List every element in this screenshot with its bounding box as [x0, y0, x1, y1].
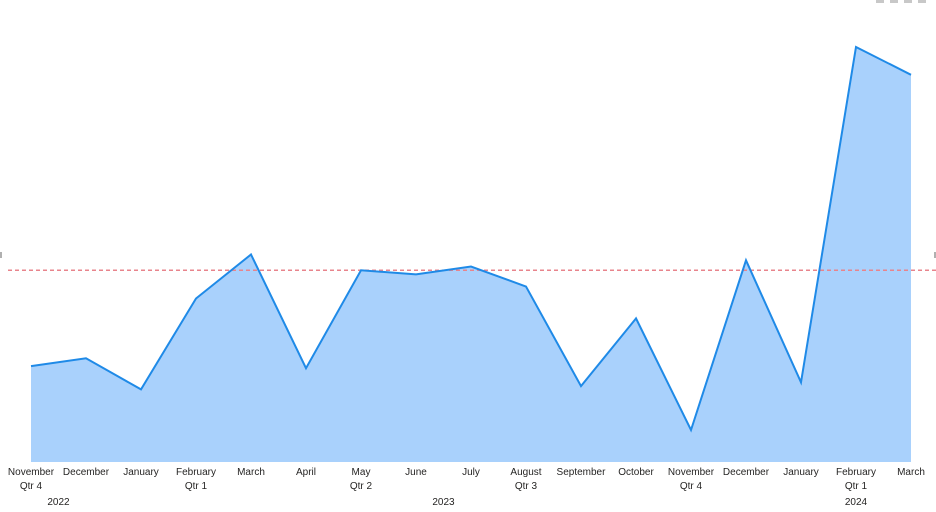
data-point[interactable]: [247, 251, 255, 259]
quarter-label: Qtr 2: [350, 481, 373, 492]
x-tick-label: November: [668, 467, 715, 478]
data-point[interactable]: [577, 382, 585, 390]
toolbar-icon[interactable]: [904, 0, 912, 3]
data-point[interactable]: [137, 385, 145, 393]
quarter-label: Qtr 1: [845, 481, 868, 492]
x-tick-label: January: [783, 467, 819, 478]
x-tick-label: June: [405, 467, 427, 478]
x-tick-label: March: [897, 467, 925, 478]
area-fill: [31, 47, 911, 462]
data-point[interactable]: [852, 43, 860, 51]
data-point[interactable]: [27, 362, 35, 370]
data-point[interactable]: [192, 294, 200, 302]
x-tick-label: September: [557, 467, 607, 478]
quarter-label: Qtr 4: [20, 481, 43, 492]
data-point[interactable]: [687, 426, 695, 434]
x-tick-label: October: [618, 467, 654, 478]
x-tick-label: November: [8, 467, 55, 478]
x-tick-label: August: [510, 467, 541, 478]
toolbar-icon[interactable]: [890, 0, 898, 3]
toolbar-icon[interactable]: [918, 0, 926, 3]
toolbar-icon[interactable]: [876, 0, 884, 3]
year-label: 2023: [432, 497, 455, 508]
x-tick-label: January: [123, 467, 159, 478]
x-tick-label: December: [723, 467, 770, 478]
x-tick-label: February: [176, 467, 216, 478]
data-point[interactable]: [357, 266, 365, 274]
data-point[interactable]: [797, 378, 805, 386]
year-label: 2022: [47, 497, 70, 508]
data-point[interactable]: [907, 71, 915, 79]
x-tick-label: July: [462, 467, 480, 478]
series-line: [30, 45, 912, 433]
data-point[interactable]: [82, 354, 90, 362]
data-point[interactable]: [467, 263, 475, 271]
data-point[interactable]: [522, 282, 530, 290]
data-point[interactable]: [742, 256, 750, 264]
quarter-label: Qtr 4: [680, 481, 703, 492]
plot-area: [8, 43, 936, 462]
x-tick-label: December: [63, 467, 110, 478]
left-resize-handle[interactable]: [0, 252, 2, 258]
x-tick-label: April: [296, 467, 316, 478]
visual-header-toolbar[interactable]: [876, 0, 926, 4]
x-tick-label: March: [237, 467, 265, 478]
x-tick-label: May: [352, 467, 371, 478]
data-point[interactable]: [302, 364, 310, 372]
right-resize-handle[interactable]: [934, 252, 936, 258]
data-point[interactable]: [632, 314, 640, 322]
x-tick-label: February: [836, 467, 876, 478]
x-axis: November December January February March Apri…: [8, 467, 925, 508]
year-label: 2024: [845, 497, 868, 508]
quarter-label: Qtr 1: [185, 481, 208, 492]
data-point[interactable]: [412, 270, 420, 278]
quarter-label: Qtr 3: [515, 481, 538, 492]
